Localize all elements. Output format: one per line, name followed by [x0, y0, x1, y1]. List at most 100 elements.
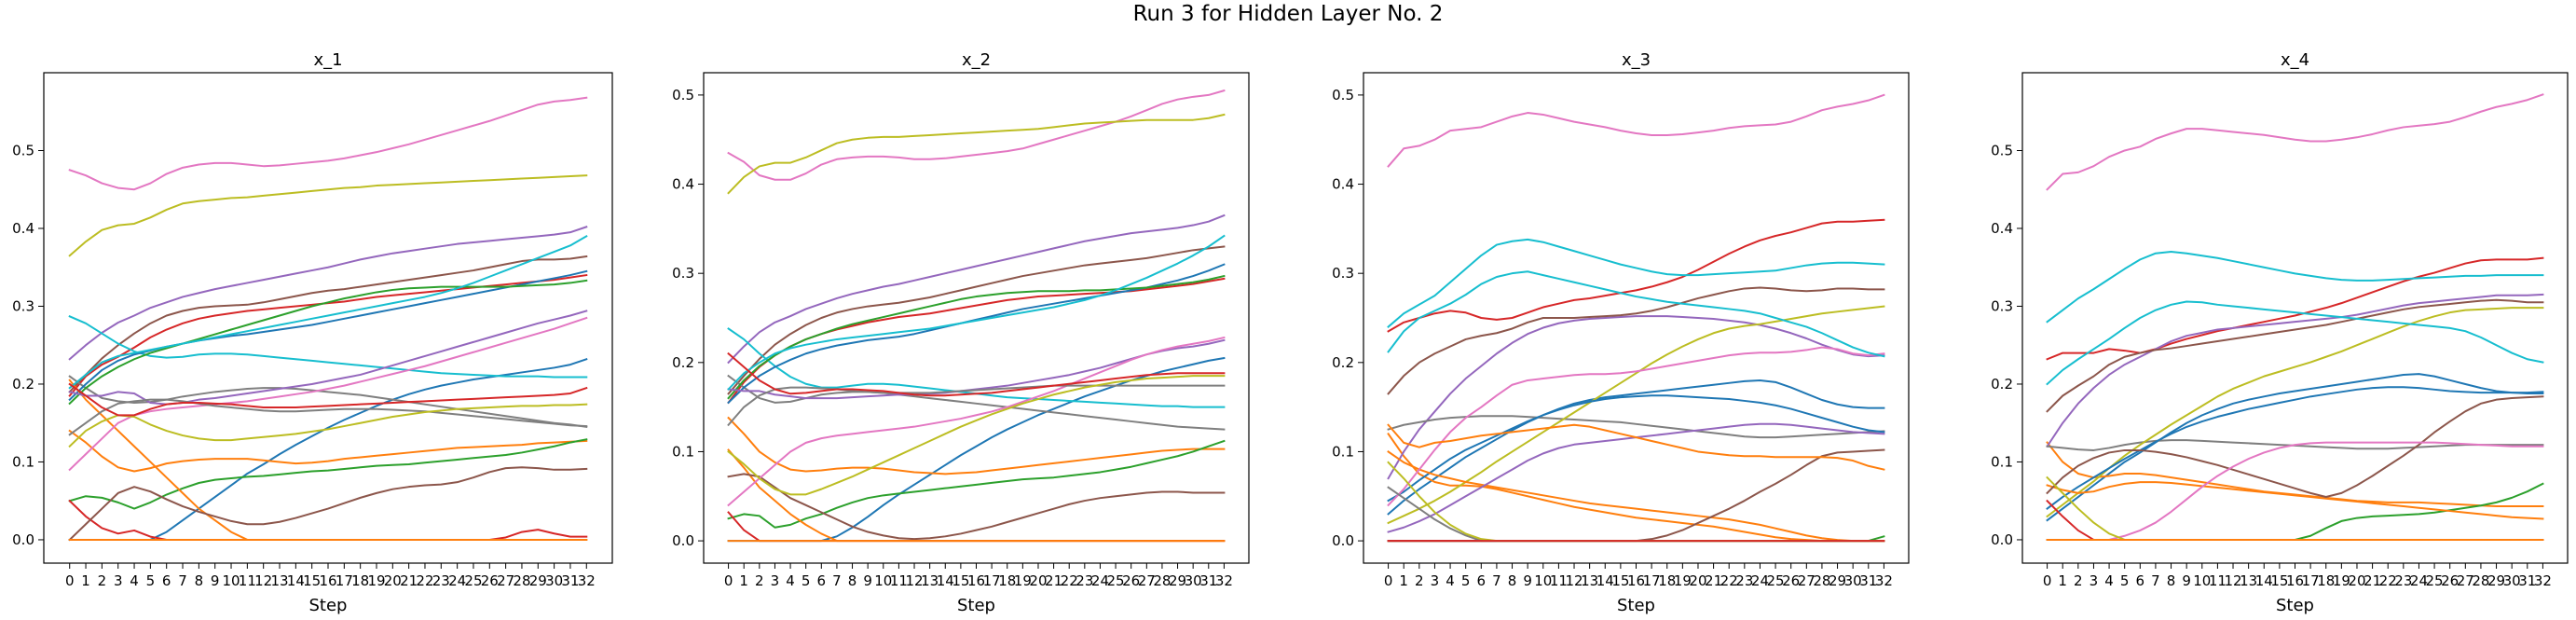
x-tick-label: 22 [416, 572, 433, 589]
series-line-2 [68, 438, 588, 510]
x-tick-label: 1 [2058, 572, 2067, 589]
x-tick-label: 1 [1399, 572, 1408, 589]
x-tick-label: 5 [1461, 572, 1471, 589]
series-line-12 [727, 274, 1226, 400]
x-tick-label: 22 [2379, 572, 2397, 589]
x-tick-label: 23 [432, 572, 450, 589]
x-tick-label: 17 [2302, 572, 2320, 589]
series-line-16 [68, 316, 588, 472]
series-line-7 [68, 375, 588, 429]
series-line-16 [727, 336, 1226, 507]
x-tick-label: 31 [561, 572, 579, 589]
series-line-5 [727, 245, 1226, 395]
series-line-13 [68, 499, 588, 541]
subplot-title: x_4 [2281, 50, 2309, 70]
series-line-4 [2046, 293, 2544, 448]
x-tick-label: 17 [336, 572, 353, 589]
series-line-3 [1387, 218, 1885, 333]
subplot-title: x_3 [1622, 50, 1651, 70]
x-tick-label: 28 [1813, 572, 1830, 589]
x-tick-label: 7 [1492, 572, 1501, 589]
x-tick-label: 22 [1720, 572, 1738, 589]
series-line-0 [2046, 373, 2544, 522]
x-tick-label: 5 [146, 572, 156, 589]
series-line-1 [68, 429, 588, 473]
x-tick-label: 23 [1076, 572, 1093, 589]
y-tick-label: 0.1 [1332, 443, 1354, 460]
series-line-10 [1387, 394, 1885, 503]
x-tick-label: 13 [921, 572, 939, 589]
x-tick-label: 0 [724, 572, 733, 589]
axes-frame [2021, 72, 2569, 564]
series-line-7 [1387, 415, 1885, 439]
series-line-1 [2046, 441, 2544, 508]
x-tick-label: 32 [1875, 572, 1893, 589]
y-tick-label: 0.3 [1991, 297, 2013, 314]
x-tick-label: 32 [578, 572, 596, 589]
y-tick-label: 0.2 [1332, 354, 1354, 371]
x-tick-label: 28 [2472, 572, 2489, 589]
x-tick-label: 26 [1122, 572, 1140, 589]
y-tick-label: 0.5 [672, 87, 694, 103]
x-tick-label: 2 [98, 572, 107, 589]
x-tick-label: 18 [2317, 572, 2335, 589]
x-tick-label: 30 [2503, 572, 2521, 589]
subplot-x_4: 0 1 2 3 4 5 6 7 8 9 101112131415161718192021222324… [1991, 50, 2569, 615]
x-tick-label: 8 [2167, 572, 2176, 589]
x-tick-label: 24 [448, 572, 466, 589]
series-line-4 [68, 226, 588, 361]
x-tick-label: 7 [2151, 572, 2160, 589]
y-tick-label: 0.4 [1332, 176, 1354, 193]
x-tick-label: 31 [1859, 572, 1877, 589]
x-tick-label: 29 [1169, 572, 1186, 589]
x-tick-label: 28 [513, 572, 530, 589]
series-line-19 [68, 234, 588, 390]
x-tick-label: 3 [771, 572, 780, 589]
series-line-4 [1387, 315, 1885, 480]
x-tick-label: 5 [802, 572, 811, 589]
y-tick-label: 0.5 [12, 142, 34, 158]
x-tick-label: 10 [1534, 572, 1552, 589]
y-tick-label: 0.4 [672, 176, 694, 193]
series-line-6 [68, 96, 588, 191]
x-tick-label: 6 [162, 572, 171, 589]
x-tick-label: 19 [2333, 572, 2350, 589]
x-tick-label: 26 [1782, 572, 1800, 589]
x-tick-label: 26 [481, 572, 499, 589]
series-line-13 [727, 511, 1226, 543]
y-tick-label: 0.3 [672, 265, 694, 282]
x-tick-label: 11 [239, 572, 256, 589]
x-tick-label: 24 [1751, 572, 1769, 589]
series-group [68, 96, 588, 542]
x-tick-label: 19 [367, 572, 385, 589]
series-group [1387, 93, 1885, 543]
x-tick-label: 7 [178, 572, 187, 589]
y-tick-label: 0.1 [672, 443, 694, 460]
x-tick-label: 31 [1199, 572, 1217, 589]
series-line-17 [68, 398, 588, 436]
series-line-15 [1387, 448, 1885, 543]
y-tick-label: 0.5 [1332, 87, 1354, 103]
x-tick-label: 8 [1508, 572, 1517, 589]
x-tick-label: 13 [1581, 572, 1598, 589]
series-line-2 [2046, 482, 2544, 541]
subplot-title: x_2 [962, 50, 991, 70]
y-tick-label: 0.0 [1332, 532, 1354, 549]
x-tick-label: 9 [2182, 572, 2191, 589]
x-tick-label: 3 [2090, 572, 2099, 589]
x-tick-label: 27 [1138, 572, 1156, 589]
x-tick-label: 15 [303, 572, 321, 589]
series-line-1 [727, 416, 1226, 475]
x-tick-label: 17 [983, 572, 1001, 589]
series-line-11 [2046, 481, 2544, 520]
axes-frame [1363, 72, 1910, 564]
series-line-0 [1387, 379, 1885, 516]
series-line-8 [68, 174, 588, 257]
x-tick-label: 30 [1185, 572, 1202, 589]
x-tick-label: 8 [195, 572, 204, 589]
x-tick-label: 21 [1045, 572, 1062, 589]
x-tick-label: 12 [1565, 572, 1583, 589]
x-tick-label: 25 [1767, 572, 1785, 589]
x-tick-label: 15 [2270, 572, 2288, 589]
